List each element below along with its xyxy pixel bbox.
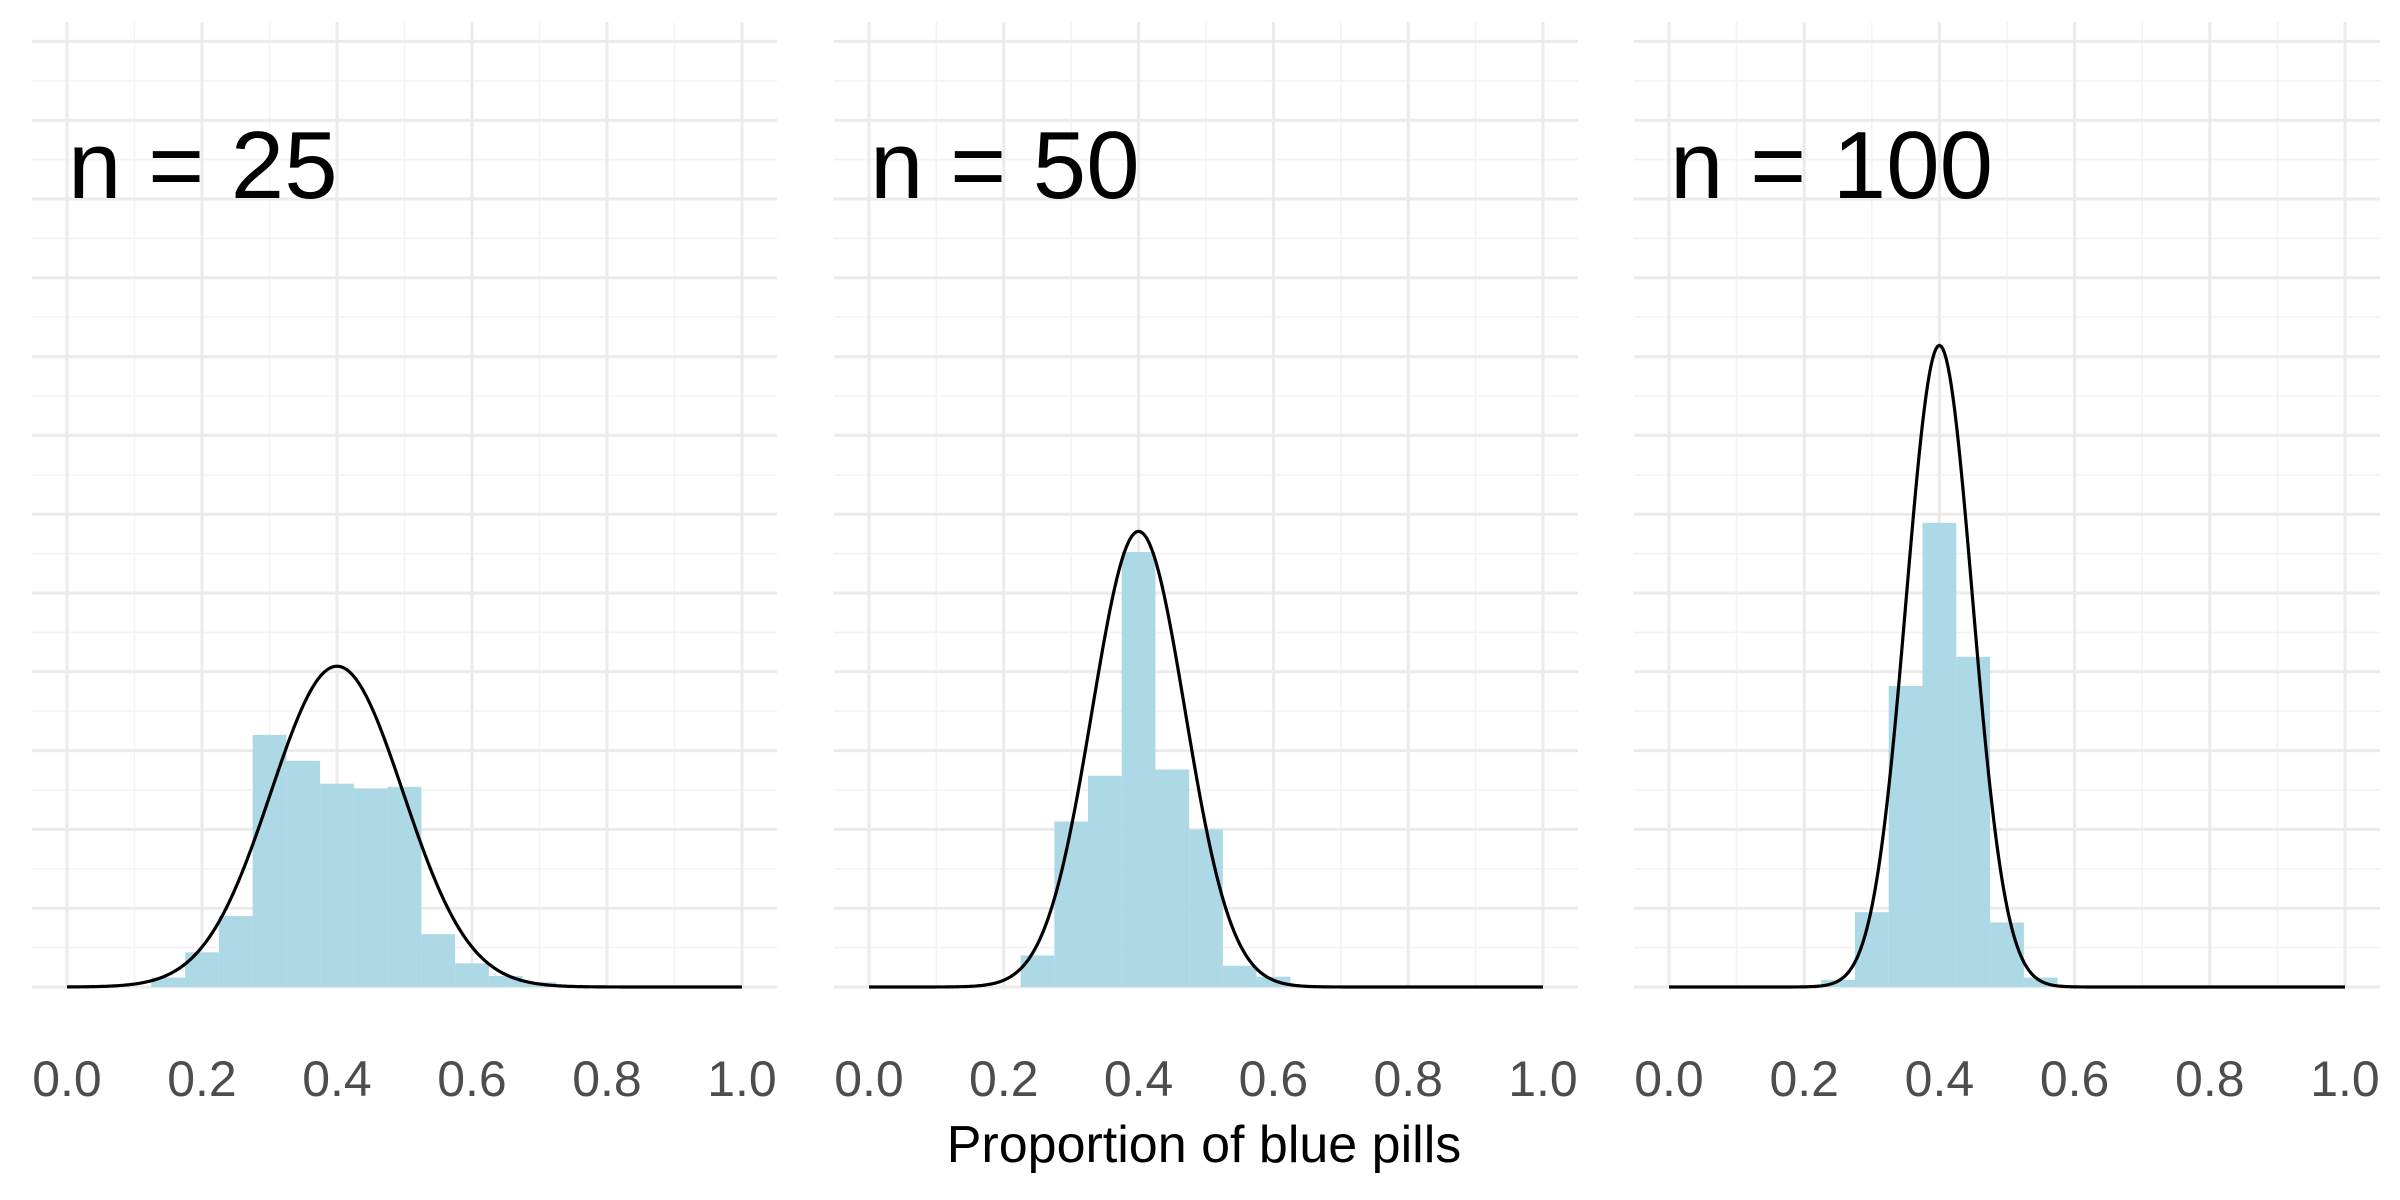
x-tick-label: 0.6 — [437, 1051, 507, 1107]
histogram-bar — [320, 783, 354, 987]
histogram-bar — [353, 788, 388, 987]
normal-curve — [869, 529, 1543, 989]
panel-50: 0.0 0.2 0.4 0.6 0.8 1.0 n = 50 — [834, 22, 1578, 1107]
x-tick-label: 0.6 — [2040, 1051, 2110, 1107]
histogram-bar — [1956, 656, 1991, 987]
x-tick-label: 0.0 — [1634, 1051, 1704, 1107]
x-tick-label: 1.0 — [1508, 1051, 1578, 1107]
histogram-bar — [218, 916, 253, 987]
histogram-bar — [455, 963, 489, 987]
x-tick-label: 0.0 — [32, 1051, 102, 1107]
histogram-bar — [286, 760, 321, 987]
x-tick-label: 1.0 — [2310, 1051, 2380, 1107]
histogram-bar — [387, 786, 422, 987]
histogram-bar — [1222, 965, 1257, 987]
x-tick-label: 1.0 — [707, 1051, 777, 1107]
x-tick-label: 0.6 — [1239, 1051, 1309, 1107]
x-tick-label: 0.0 — [834, 1051, 904, 1107]
x-tick-label: 0.2 — [1769, 1051, 1839, 1107]
histogram-bar — [1054, 821, 1089, 987]
x-tick-label: 0.8 — [572, 1051, 642, 1107]
histogram-bar — [1088, 775, 1122, 987]
panel-25: 0.0 0.2 0.4 0.6 0.8 1.0 n = 25 — [32, 22, 777, 1107]
histogram-bar — [1020, 955, 1055, 987]
histogram-bar — [1990, 922, 2024, 987]
x-tick-label: 0.4 — [302, 1051, 372, 1107]
facet-label: n = 100 — [1670, 112, 1993, 219]
x-axis-title: Proportion of blue pills — [947, 1116, 1462, 1174]
histogram-bar — [1121, 552, 1156, 987]
histogram-bar — [488, 975, 523, 987]
x-tick-label: 0.2 — [969, 1051, 1039, 1107]
x-tick-label: 0.2 — [167, 1051, 237, 1107]
histogram-bar — [1155, 769, 1190, 987]
x-tick-label: 0.4 — [1905, 1051, 1975, 1107]
histogram-bar — [421, 934, 456, 987]
histogram-bar — [1189, 829, 1223, 987]
facet-label: n = 25 — [68, 112, 338, 219]
x-tick-label: 0.8 — [1373, 1051, 1443, 1107]
x-tick-label: 0.8 — [2175, 1051, 2245, 1107]
normal-curve — [66, 664, 742, 989]
facet-label: n = 50 — [870, 112, 1140, 219]
histogram-bar — [252, 734, 287, 987]
panels-layer: 0.0 0.2 0.4 0.6 0.8 1.0 n = 25 0.0 0.2 0.4 0.6 0.8 1… — [32, 22, 2380, 1107]
histogram-bar — [1821, 979, 1855, 987]
histogram-bar — [151, 977, 186, 987]
panel-100: 0.0 0.2 0.4 0.6 0.8 1.0 n = 100 — [1634, 22, 2380, 1107]
normal-curve — [1669, 343, 2345, 989]
x-tick-label: 0.4 — [1104, 1051, 1174, 1107]
histogram-bar — [1922, 522, 1957, 987]
